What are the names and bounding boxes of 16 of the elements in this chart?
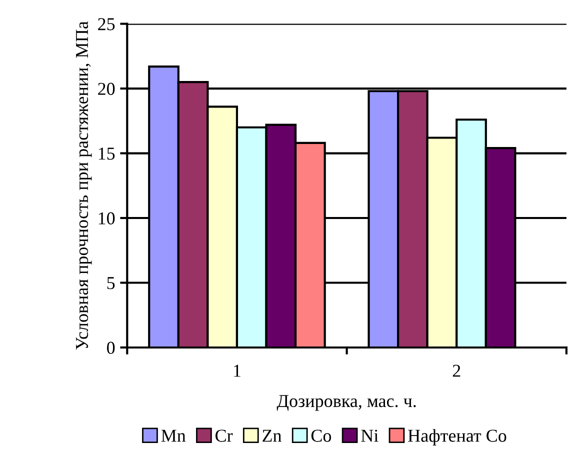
y-tick-label: 10 <box>98 212 115 224</box>
y-tick-label: 5 <box>107 277 115 290</box>
legend-label: Нафтенат Co <box>408 429 506 446</box>
y-tick-label: 25 <box>98 18 115 30</box>
legend-label: Co <box>311 430 332 442</box>
y-axis-title: Условная прочность при растяжении, МПа <box>76 21 92 350</box>
y-tick-label: 0 <box>107 342 115 354</box>
legend-label: Zn <box>262 430 282 442</box>
legend-label: Cr <box>216 430 233 442</box>
y-tick-label: 15 <box>98 148 115 160</box>
legend-label: Mn <box>161 430 186 442</box>
legend-label: Ni <box>361 430 378 442</box>
x-axis-title: Дозировка, мас. ч. <box>276 395 416 411</box>
x-tick-label: 1 <box>234 364 240 377</box>
y-tick-label: 20 <box>98 82 115 95</box>
x-tick-label: 2 <box>452 364 460 377</box>
